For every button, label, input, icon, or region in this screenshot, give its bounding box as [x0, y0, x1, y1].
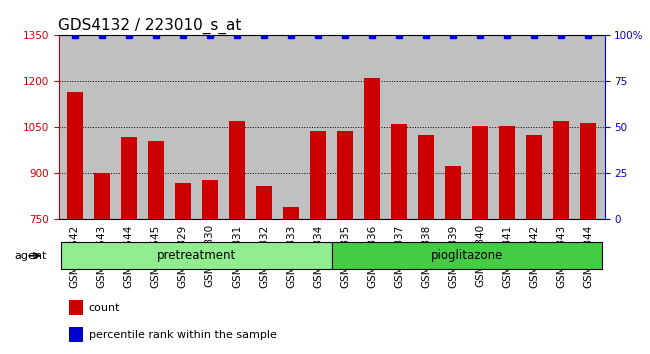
- Text: GDS4132 / 223010_s_at: GDS4132 / 223010_s_at: [58, 18, 242, 34]
- Bar: [337, 131, 353, 354]
- Bar: [66, 92, 83, 354]
- Text: percentile rank within the sample: percentile rank within the sample: [88, 330, 276, 340]
- Bar: [121, 137, 137, 354]
- Bar: [310, 131, 326, 354]
- Bar: [229, 121, 245, 354]
- Bar: [364, 78, 380, 354]
- Text: agent: agent: [14, 251, 47, 261]
- Bar: [94, 173, 110, 354]
- Bar: [418, 135, 434, 354]
- Bar: [70, 327, 83, 342]
- Bar: [148, 141, 164, 354]
- Bar: [175, 183, 191, 354]
- Text: count: count: [88, 303, 120, 313]
- Bar: [391, 124, 407, 354]
- Text: pioglitazone: pioglitazone: [430, 249, 503, 262]
- Text: pretreatment: pretreatment: [157, 249, 236, 262]
- Bar: [283, 207, 299, 354]
- Bar: [202, 180, 218, 354]
- Bar: [70, 300, 83, 315]
- Bar: [580, 123, 597, 354]
- FancyBboxPatch shape: [332, 242, 602, 269]
- Bar: [526, 135, 542, 354]
- Bar: [256, 186, 272, 354]
- FancyBboxPatch shape: [61, 242, 332, 269]
- Bar: [445, 166, 462, 354]
- Bar: [499, 126, 515, 354]
- Bar: [553, 121, 569, 354]
- Bar: [472, 126, 488, 354]
